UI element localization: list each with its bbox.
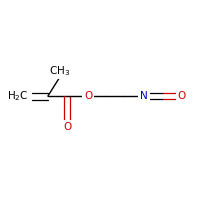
Text: CH$_3$: CH$_3$ bbox=[49, 64, 70, 78]
Text: O: O bbox=[63, 122, 71, 132]
Text: O: O bbox=[178, 91, 186, 101]
Text: O: O bbox=[84, 91, 92, 101]
Text: N: N bbox=[140, 91, 147, 101]
Text: H$_2$C: H$_2$C bbox=[7, 89, 29, 103]
